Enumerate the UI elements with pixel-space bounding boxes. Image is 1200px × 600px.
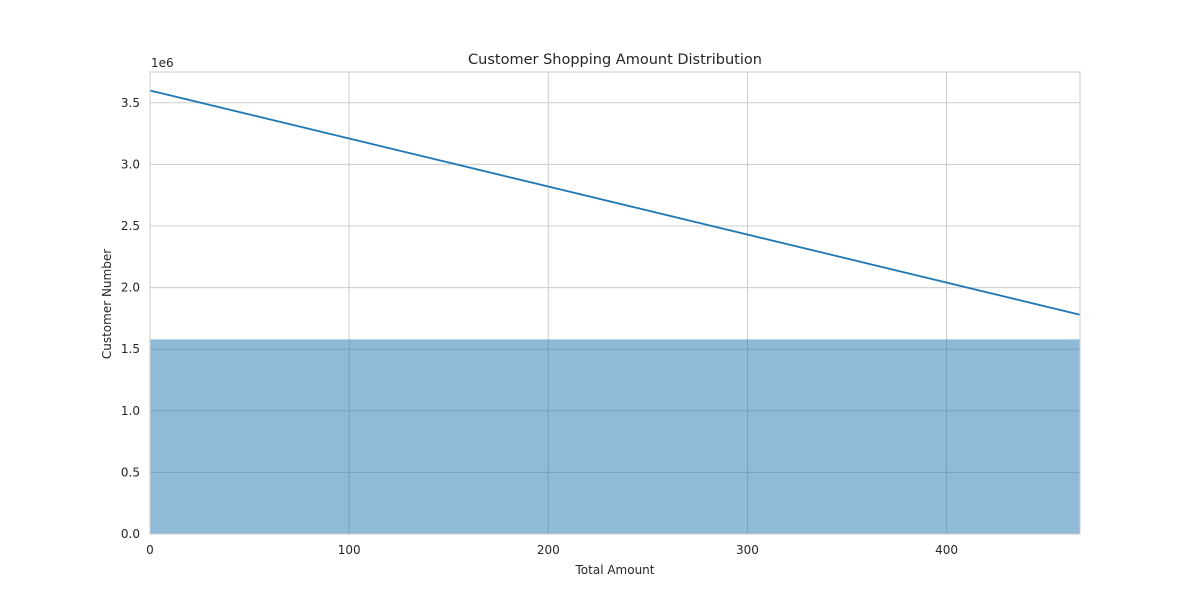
line-series	[149, 89, 1081, 316]
x-axis-label: Total Amount	[575, 563, 655, 577]
y-tick-label: 3.5	[121, 96, 140, 110]
y-axis-ticks: 0.0 0.5 1.0 1.5 2.0 2.5 3.0 3.5	[121, 96, 140, 541]
area-series	[150, 339, 1080, 534]
x-tick-label: 200	[537, 543, 560, 557]
y-tick-label: 0.0	[121, 527, 140, 541]
x-tick-label: 300	[736, 543, 759, 557]
y-axis-offset-text: 1e6	[151, 56, 174, 70]
x-tick-label: 0	[146, 543, 154, 557]
x-axis-ticks: 0 100 200 300 400	[146, 543, 958, 557]
plot-frame	[149, 71, 1081, 535]
y-tick-label: 3.0	[121, 157, 140, 171]
y-tick-label: 1.0	[121, 404, 140, 418]
y-tick-label: 1.5	[121, 342, 140, 356]
area-fill	[150, 339, 1080, 534]
x-tick-label: 100	[338, 543, 361, 557]
x-tick-label: 400	[935, 543, 958, 557]
chart-title: Customer Shopping Amount Distribution	[468, 52, 762, 68]
trend-line	[149, 89, 1081, 316]
y-tick-label: 2.5	[121, 219, 140, 233]
y-tick-label: 0.5	[121, 465, 140, 479]
y-tick-label: 2.0	[121, 281, 140, 295]
y-axis-label: Customer Number	[100, 249, 114, 359]
